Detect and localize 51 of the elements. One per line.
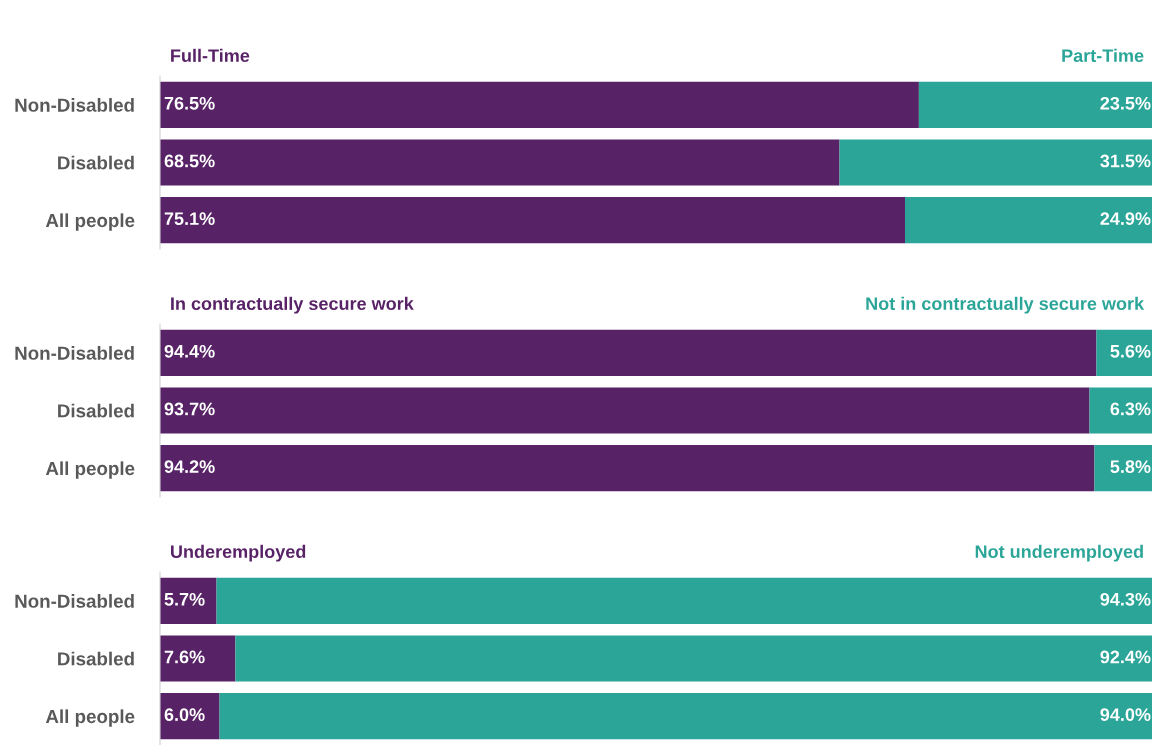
data-label: 75.1% [164, 212, 215, 226]
series-label: Part-Time [1062, 48, 1144, 63]
data-label: 31.5% [1100, 154, 1151, 168]
bar [216, 577, 1152, 624]
bar [1089, 387, 1152, 434]
bar [160, 81, 919, 128]
data-label: 94.2% [164, 460, 215, 474]
bar [160, 693, 220, 740]
series-label: Full-Time [171, 48, 250, 63]
series-label: Not in contractually secure work [866, 296, 1145, 314]
bar [904, 197, 1152, 244]
data-label: 68.5% [164, 154, 215, 168]
bar [219, 693, 1152, 740]
data-label: 92.4% [1100, 650, 1151, 664]
bar [839, 139, 1152, 186]
y-tick-label: Non-Disabled [15, 98, 134, 112]
y-tick-label: All people [45, 461, 135, 479]
data-label: 5.8% [1110, 460, 1151, 474]
data-label: 23.5% [1100, 96, 1151, 110]
y-tick-label: Non-Disabled [15, 594, 134, 608]
data-label: 7.6% [164, 650, 205, 664]
y-tick-label: Disabled [58, 403, 134, 418]
bar [160, 139, 840, 186]
bar [918, 81, 1152, 128]
bar [160, 197, 905, 244]
bar [1096, 329, 1152, 376]
y-tick-label: Disabled [58, 155, 134, 170]
bar [160, 445, 1095, 492]
y-tick-label: All people [45, 213, 135, 231]
series-label: Underemployed [171, 544, 306, 562]
data-label: 5.6% [1110, 344, 1151, 358]
data-label: 94.0% [1100, 708, 1151, 722]
y-tick-label: All people [45, 709, 135, 727]
data-label: 6.3% [1110, 402, 1151, 416]
data-label: 94.3% [1100, 592, 1151, 606]
y-tick-label: Non-Disabled [15, 346, 134, 360]
bar [160, 635, 236, 682]
data-label: 6.0% [164, 708, 205, 722]
bar [160, 577, 217, 624]
series-label: Not underemployed [975, 544, 1143, 562]
data-label: 24.9% [1100, 212, 1151, 226]
data-label: 76.5% [164, 96, 215, 110]
series-label: In contractually secure work [171, 296, 414, 314]
bar [160, 329, 1097, 376]
data-label: 93.7% [164, 402, 215, 416]
bar [1094, 445, 1152, 492]
bar [235, 635, 1152, 682]
y-tick-label: Disabled [58, 651, 134, 666]
data-label: 5.7% [164, 592, 205, 606]
data-label: 94.4% [164, 344, 215, 358]
bar [160, 387, 1090, 434]
